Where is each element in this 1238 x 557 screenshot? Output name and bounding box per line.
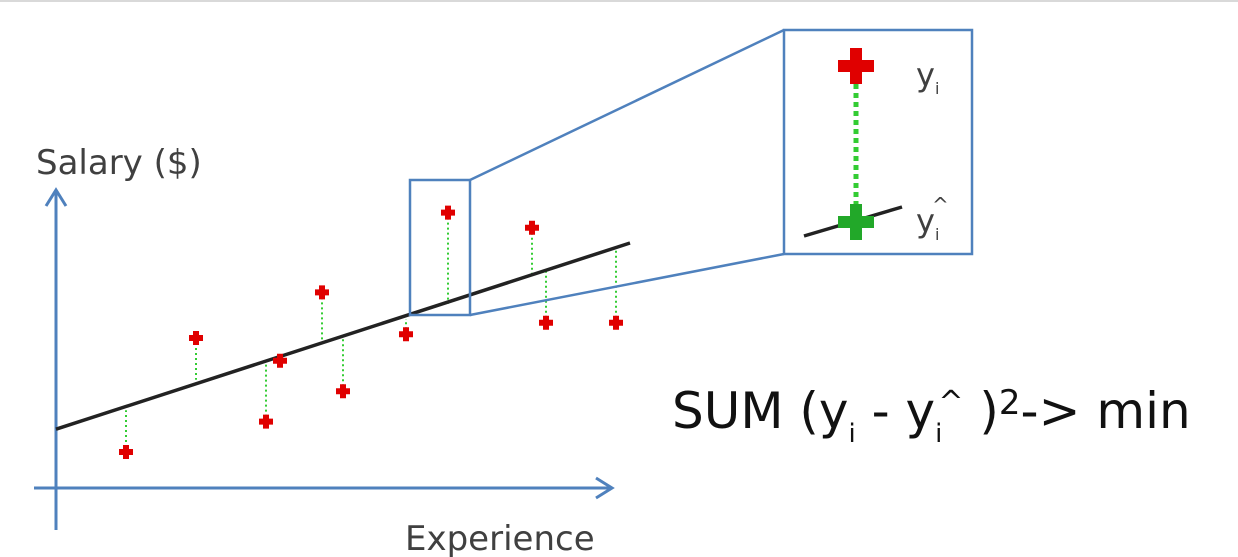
predicted-label: y	[916, 202, 935, 240]
y-axis-arrow	[44, 187, 68, 207]
zoom-connector-bottom	[469, 252, 785, 317]
formula-power: 2	[998, 383, 1021, 423]
top-border	[0, 0, 1238, 2]
least-squares-formula: SUM (yi - yi^ )2-> min	[672, 383, 1191, 447]
formula-suffix: -> min	[1020, 382, 1191, 440]
formula-middle: - y	[855, 382, 936, 440]
data-point	[273, 353, 287, 368]
regression-line	[55, 241, 631, 431]
observed-subscript: i	[935, 79, 939, 98]
y-axis-label: Salary ($)	[36, 143, 202, 183]
data-point	[259, 414, 273, 429]
data-point	[609, 315, 623, 330]
zoom-callout-box	[782, 28, 974, 256]
data-point	[119, 445, 133, 459]
formula-subscript-2: i	[935, 419, 943, 449]
predicted-subscript: i	[935, 225, 939, 244]
formula-subscript-1: i	[848, 419, 856, 449]
formula-close: )	[963, 382, 999, 440]
predicted-hat: ^	[932, 193, 949, 217]
data-point	[539, 315, 553, 330]
data-point	[315, 285, 329, 300]
highlight-box	[408, 178, 472, 317]
data-points	[119, 205, 623, 459]
residual-lines	[125, 212, 617, 452]
x-axis-arrow	[595, 476, 615, 500]
data-point	[399, 327, 413, 342]
data-point	[525, 220, 539, 235]
data-point	[336, 384, 350, 399]
data-point	[189, 331, 203, 345]
zoom-connector-top	[469, 28, 785, 182]
observed-point-icon	[838, 48, 874, 84]
observed-label: y	[916, 56, 935, 94]
formula-hat: ^	[938, 385, 964, 420]
formula-prefix: SUM (y	[672, 382, 849, 440]
x-axis-label: Experience	[405, 519, 595, 557]
data-point	[441, 205, 455, 220]
predicted-point-icon	[838, 204, 874, 240]
